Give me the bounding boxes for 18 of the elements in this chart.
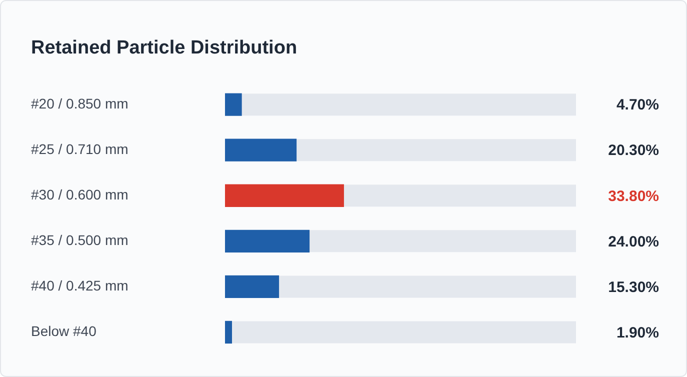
bar	[225, 320, 232, 344]
data-label: 1.90%	[616, 324, 659, 342]
bar	[225, 230, 310, 252]
y-tick-label: #40 / 0.425 mm	[31, 278, 128, 294]
data-label: 24.00%	[608, 233, 659, 250]
y-tick-label: Below #40	[31, 323, 97, 340]
chart-title: Retained Particle Distribution	[31, 38, 298, 59]
data-label: 4.70%	[616, 96, 659, 114]
bar	[225, 275, 280, 298]
y-tick-label: #35 / 0.500 mm	[31, 232, 128, 248]
data-label: 15.30%	[608, 278, 659, 296]
data-label: 33.80%	[608, 188, 659, 205]
y-tick-label: #25 / 0.710 mm	[31, 140, 128, 157]
bar	[225, 93, 242, 116]
bar	[225, 138, 297, 162]
data-label: 20.30%	[608, 142, 659, 160]
y-tick-label: #30 / 0.600 mm	[31, 186, 128, 202]
y-tick-label: #20 / 0.850 mm	[31, 95, 128, 112]
